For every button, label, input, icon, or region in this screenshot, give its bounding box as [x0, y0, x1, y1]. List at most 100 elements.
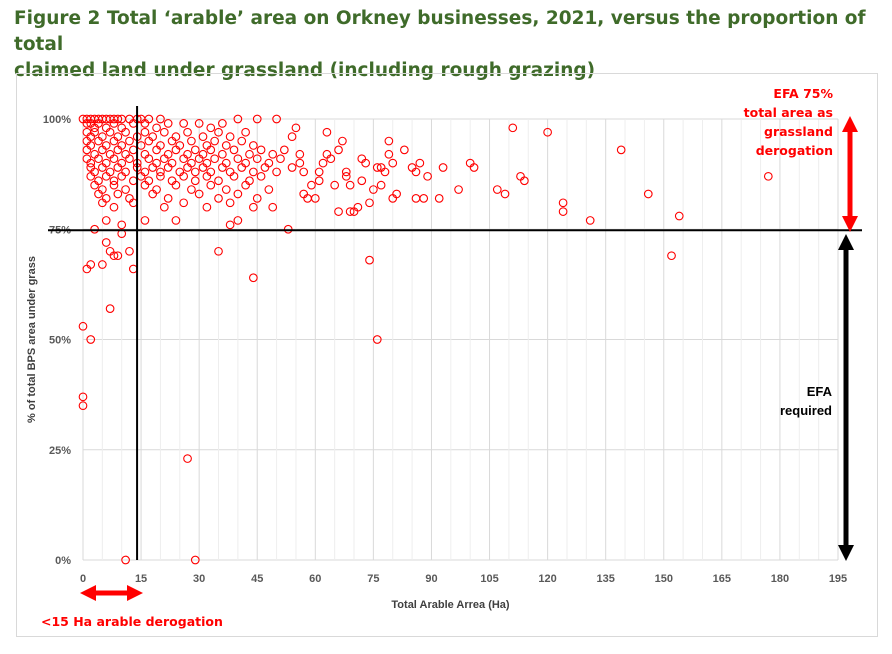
data-point [434, 194, 444, 203]
data-point [341, 167, 351, 177]
data-point [438, 163, 448, 172]
data-point [86, 171, 96, 181]
data-point [78, 401, 88, 411]
data-point [121, 185, 130, 194]
data-point [423, 171, 432, 181]
data-point [94, 119, 103, 128]
data-point [183, 163, 192, 172]
data-point [117, 220, 127, 230]
data-point [249, 167, 258, 177]
data-point [152, 123, 161, 133]
data-point [94, 189, 103, 199]
data-point [117, 171, 127, 181]
data-point [82, 119, 92, 128]
data-point [334, 207, 343, 216]
data-point [194, 189, 204, 199]
y-tick-label: 0% [55, 555, 71, 567]
efa-required-label: required [780, 403, 832, 418]
data-point [492, 185, 502, 194]
data-point [113, 251, 123, 261]
data-point [140, 119, 150, 128]
data-point [365, 255, 374, 265]
data-point [415, 158, 425, 168]
data-point [202, 171, 212, 181]
figure-title-line-2: claimed land under grassland (including … [14, 60, 596, 81]
data-point [229, 145, 239, 155]
data-point [384, 136, 394, 146]
efa-required-label: EFA [807, 384, 833, 399]
data-point [140, 216, 150, 225]
data-point [330, 180, 340, 190]
data-point [86, 335, 96, 344]
data-point [674, 211, 684, 221]
data-point [98, 260, 107, 269]
data-point [454, 185, 463, 194]
data-point [241, 180, 250, 190]
data-point [338, 136, 347, 146]
data-point [245, 149, 254, 159]
data-point [94, 136, 103, 146]
data-point [249, 141, 258, 150]
x-axis-label: Total Arable Arrea (Ha) [391, 599, 510, 611]
data-point [109, 202, 119, 212]
data-point [94, 154, 103, 164]
x-tick-label: 180 [771, 573, 789, 585]
data-point [179, 154, 189, 164]
data-point [365, 198, 374, 208]
data-point [125, 246, 134, 256]
data-point [252, 194, 262, 203]
data-point [179, 119, 189, 128]
data-point [105, 304, 115, 313]
data-point [187, 136, 196, 146]
data-point [190, 555, 200, 565]
data-point [140, 127, 150, 137]
axis-ticks: 0 15 30 45 60 75 90 105 120 135 150 165 180 195 0% 25% 5… [26, 114, 847, 611]
data-point [237, 163, 247, 172]
data-point [225, 132, 235, 141]
y-tick-label: 50% [49, 335, 71, 347]
data-point [252, 154, 262, 164]
data-point [345, 207, 355, 216]
data-point [279, 145, 289, 155]
data-point [128, 145, 138, 155]
grid-lines [82, 118, 839, 561]
data-point [140, 180, 150, 190]
data-point [233, 114, 243, 124]
data-point [82, 264, 92, 274]
data-point [190, 145, 200, 155]
data-point [233, 154, 243, 164]
data-point [256, 171, 266, 181]
x-tick-label: 120 [538, 573, 556, 585]
data-point [214, 127, 223, 137]
data-point [384, 149, 394, 159]
data-point [314, 176, 324, 186]
data-point [171, 145, 181, 155]
data-point [225, 198, 235, 208]
data-point [210, 136, 219, 146]
data-point [763, 171, 773, 181]
data-point [268, 149, 278, 159]
data-point [241, 127, 250, 137]
data-point [260, 163, 270, 172]
data-point [179, 198, 189, 208]
data-point [214, 176, 223, 186]
annotation-labels: EFA 75% total area as grassland derogation E… [41, 86, 833, 629]
data-point [372, 335, 382, 344]
data-point [159, 127, 169, 137]
data-point [210, 154, 219, 164]
data-point [345, 180, 355, 190]
data-point [113, 163, 123, 172]
data-point [558, 207, 568, 216]
x-tick-label: 60 [309, 573, 321, 585]
x-tick-label: 90 [425, 573, 437, 585]
data-point [249, 273, 258, 283]
data-point [101, 238, 111, 247]
data-point [369, 185, 378, 194]
data-point [113, 189, 123, 199]
data-point [156, 114, 165, 124]
data-point [183, 127, 192, 137]
data-point [419, 194, 429, 203]
data-point [276, 154, 285, 164]
data-point [287, 132, 297, 141]
data-point [109, 176, 119, 186]
